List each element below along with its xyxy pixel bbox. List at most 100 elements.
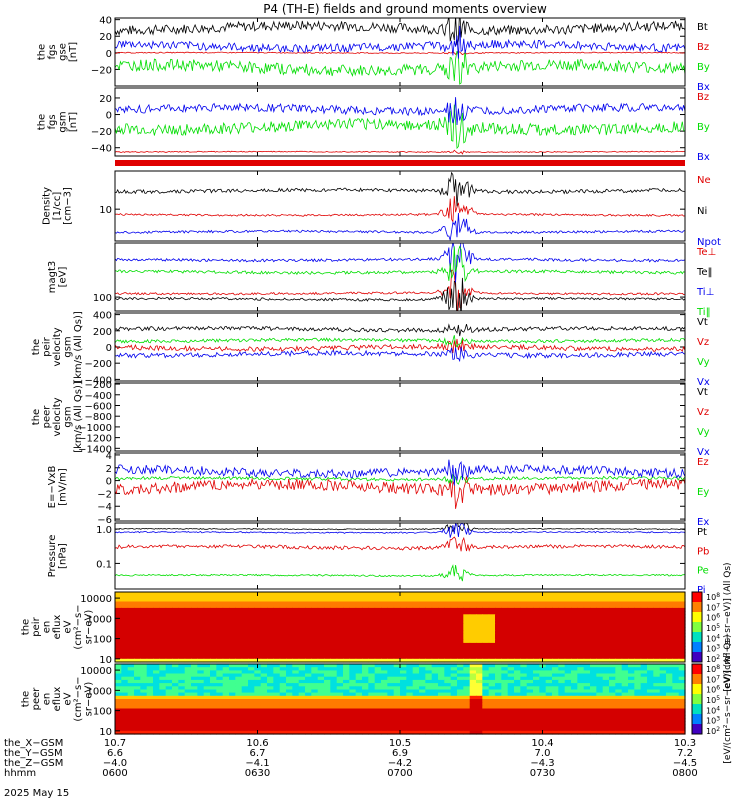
heatmap-cell: [463, 592, 471, 596]
heatmap-cell: [533, 724, 540, 729]
heatmap-cell: [545, 611, 553, 615]
heatmap-cell: [400, 658, 407, 663]
heatmap-cell: [476, 627, 483, 631]
heatmap-cell: [526, 692, 534, 697]
heatmap-cell: [545, 695, 553, 700]
heatmap-cell: [134, 683, 141, 687]
heatmap-cell: [235, 664, 243, 668]
heatmap-cell: [292, 598, 300, 603]
heatmap-cell: [324, 633, 331, 638]
heatmap-cell: [241, 702, 249, 706]
heatmap-cell: [292, 721, 300, 726]
heatmap-cell: [488, 727, 496, 732]
heatmap-cell: [235, 676, 243, 681]
heatmap-cell: [127, 601, 135, 606]
heatmap-cell: [615, 611, 623, 615]
heatmap-cell: [229, 652, 236, 657]
heatmap-cell: [590, 711, 597, 716]
heatmap-cell: [609, 598, 616, 603]
heatmap-cell: [457, 721, 464, 726]
heatmap-cell: [184, 642, 192, 647]
heatmap-cell: [355, 667, 363, 671]
heatmap-cell: [583, 676, 591, 681]
heatmap-cell: [210, 699, 217, 703]
heatmap-cell: [406, 702, 414, 706]
heatmap-cell: [545, 673, 553, 678]
panel-ylabel-line: the: [31, 409, 42, 425]
heatmap-cell: [222, 695, 230, 700]
heatmap-cell: [438, 595, 445, 599]
heatmap-cell: [191, 730, 198, 735]
heatmap-cell: [387, 730, 395, 735]
heatmap-cell: [495, 649, 502, 654]
heatmap-cell: [184, 598, 192, 603]
heatmap-cell: [520, 614, 528, 619]
heatmap-cell: [647, 679, 654, 684]
heatmap-cell: [400, 711, 407, 716]
xaxis-tick-label: −4.2: [388, 758, 412, 769]
heatmap-cell: [444, 730, 452, 735]
heatmap-cell: [273, 667, 281, 671]
heatmap-cell: [362, 689, 369, 694]
heatmap-cell: [469, 630, 477, 634]
heatmap-cell: [203, 683, 211, 687]
panel-ylabel-line: sr−eV): [84, 682, 95, 717]
heatmap-cell: [419, 711, 426, 716]
heatmap-cell: [533, 627, 540, 631]
heatmap-cell: [279, 623, 287, 628]
heatmap-cell: [659, 673, 667, 678]
heatmap-cell: [425, 649, 433, 654]
heatmap-cell: [127, 646, 135, 650]
heatmap-cell: [495, 670, 502, 675]
heatmap-cell: [520, 639, 528, 644]
heatmap-cell: [634, 679, 642, 684]
heatmap-cell: [571, 727, 578, 732]
series-group: [115, 18, 685, 85]
heatmap-cell: [533, 620, 540, 625]
heatmap-cell: [488, 699, 496, 703]
heatmap-cell: [260, 683, 268, 687]
heatmap-cell: [571, 708, 578, 713]
colorbar-frame: [691, 663, 703, 735]
heatmap-cell: [279, 718, 287, 722]
heatmap-cell: [229, 601, 236, 606]
heatmap-cell: [127, 636, 135, 641]
heatmap-cell: [634, 623, 642, 628]
heatmap-cell: [267, 604, 274, 609]
heatmap-cell: [146, 667, 154, 671]
heatmap-cell: [324, 601, 331, 606]
heatmap-cell: [222, 630, 230, 634]
heatmap-cell: [469, 607, 477, 612]
heatmap-cell: [286, 655, 293, 660]
heatmap-cell: [267, 598, 274, 603]
heatmap-cell: [393, 667, 401, 671]
heatmap-cell: [330, 727, 338, 732]
heatmap-cell: [121, 727, 129, 732]
heatmap-cell: [672, 595, 680, 599]
heatmap-cell: [317, 718, 325, 722]
heatmap-cell: [222, 649, 230, 654]
heatmap-cell: [159, 705, 167, 710]
heatmap-cell: [406, 683, 414, 687]
heatmap-cell: [507, 633, 515, 638]
heatmap-cell: [343, 673, 350, 678]
heatmap-cell: [621, 730, 629, 735]
heatmap-cell: [197, 664, 205, 668]
heatmap-cell: [412, 679, 420, 684]
heatmap-cell: [552, 646, 559, 650]
heatmap-cell: [298, 614, 306, 619]
heatmap-cell: [121, 639, 129, 644]
heatmap-cell: [666, 604, 673, 609]
heatmap-cell: [400, 636, 407, 641]
heatmap-cell: [146, 708, 154, 713]
heatmap-cell: [178, 652, 186, 657]
heatmap-cell: [583, 664, 591, 668]
heatmap-cell: [178, 673, 186, 678]
heatmap-cell: [254, 667, 262, 671]
heatmap-cell: [634, 708, 642, 713]
heatmap-cell: [419, 676, 426, 681]
panel-ylabel-line: gse: [57, 43, 68, 61]
heatmap-cell: [482, 673, 490, 678]
heatmap-cell: [488, 689, 496, 694]
